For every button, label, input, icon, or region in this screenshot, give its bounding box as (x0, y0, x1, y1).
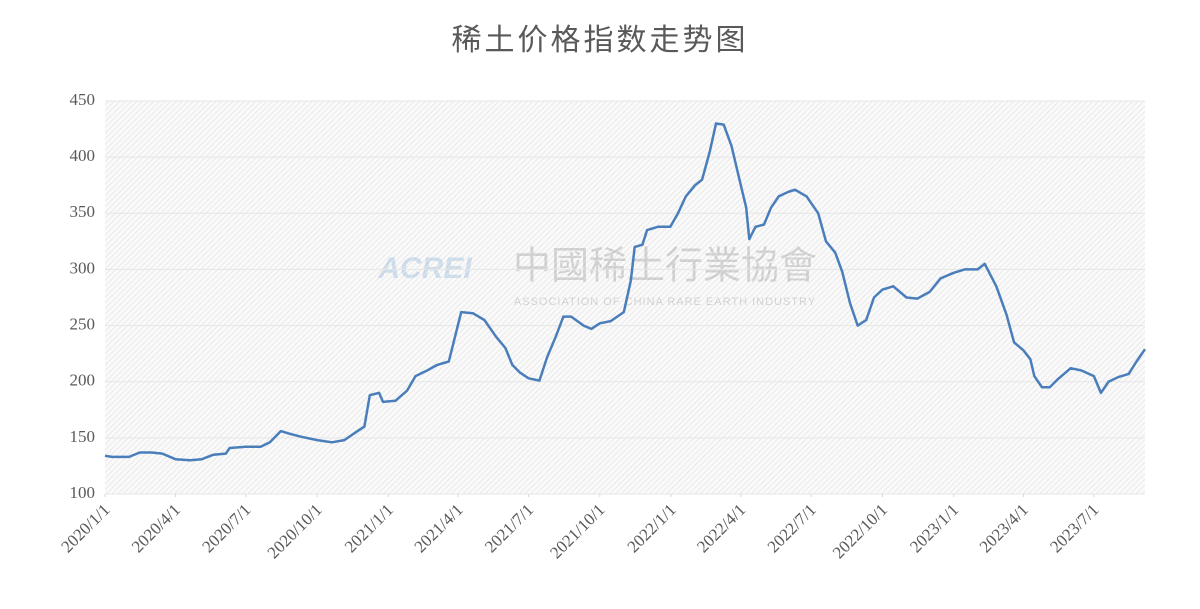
x-tick-label: 2021/4/1 (411, 500, 467, 556)
x-tick-label: 2022/4/1 (693, 500, 749, 556)
y-tick-label: 300 (70, 258, 96, 277)
x-tick-label: 2021/7/1 (481, 500, 537, 556)
y-tick-label: 450 (70, 90, 96, 109)
y-tick-label: 150 (70, 427, 96, 446)
y-tick-label: 100 (70, 483, 96, 502)
watermark-logo: ACREI (377, 252, 472, 285)
y-tick-label: 200 (70, 371, 96, 390)
y-tick-label: 250 (70, 314, 96, 333)
watermark-subtitle: ASSOCIATION OF CHINA RARE EARTH INDUSTRY (514, 296, 816, 308)
x-tick-label: 2023/4/1 (976, 500, 1032, 556)
x-tick-label: 2020/10/1 (264, 500, 326, 562)
plot-area (105, 101, 1145, 494)
x-tick-label: 2021/1/1 (341, 500, 397, 556)
watermark-name: 中國稀土行業協會 (513, 246, 817, 288)
line-series (104, 122, 1147, 462)
x-tick-label: 2022/10/1 (829, 500, 891, 562)
x-tick-label: 2023/1/1 (906, 500, 962, 556)
x-tick-label: 2021/10/1 (546, 500, 608, 562)
x-tick-label: 2020/4/1 (128, 500, 184, 556)
x-tick-label: 2020/7/1 (198, 500, 254, 556)
chart-title: 稀土价格指数走势图 (452, 24, 749, 57)
watermark: ACREI 中國稀土行業協會 ASSOCIATION OF CHINA RARE… (377, 246, 817, 308)
x-tick-label: 2022/7/1 (764, 500, 820, 556)
x-tick-label: 2020/1/1 (57, 500, 113, 556)
y-tick-label: 400 (70, 146, 96, 165)
y-tick-label: 350 (70, 202, 96, 221)
x-tick-label: 2022/1/1 (623, 500, 679, 556)
x-tick-label: 2023/7/1 (1046, 500, 1102, 556)
